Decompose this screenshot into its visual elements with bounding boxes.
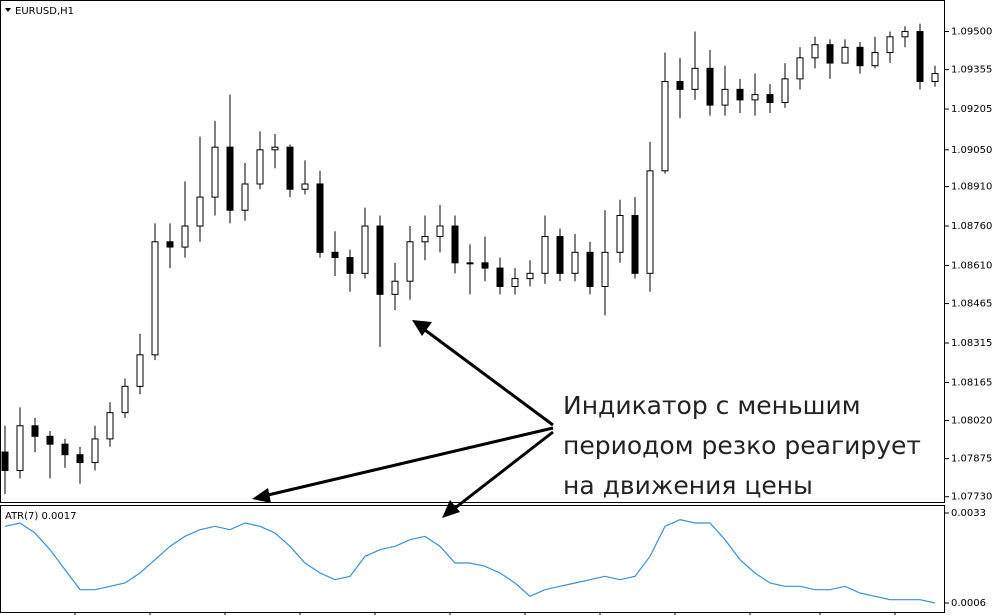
indicator-title: ATR(7) 0.0017 <box>5 511 76 522</box>
candle-body <box>796 57 804 80</box>
candle-body <box>181 225 189 248</box>
y-tick-label: 1.08760 <box>951 221 992 232</box>
candle-body <box>76 454 84 464</box>
candle-body <box>751 94 759 101</box>
candle-body <box>586 251 594 287</box>
candle-body <box>226 146 234 211</box>
candle-body <box>901 31 909 38</box>
candle-body <box>316 183 324 253</box>
y-tick-label: 1.08315 <box>951 338 992 349</box>
candle-body <box>631 215 639 274</box>
candle-body <box>241 183 249 211</box>
candle-body <box>196 196 204 227</box>
candle-body <box>346 257 354 274</box>
candle-body <box>691 67 699 90</box>
candle-body <box>511 278 519 287</box>
annotation-line: на движения цены <box>563 471 813 500</box>
candle-body <box>856 46 864 67</box>
candle-body <box>91 438 99 464</box>
candle-body <box>136 354 144 387</box>
y-tick-label: 1.09205 <box>951 104 992 115</box>
y-tick-label: 0.0006 <box>951 598 986 609</box>
indicator-line <box>4 519 936 604</box>
candle-body <box>376 225 384 295</box>
candle-body <box>526 272 534 280</box>
candle-body <box>421 236 429 243</box>
annotation-line: Индикатор с меньшим <box>563 391 861 420</box>
candle-body <box>886 36 894 54</box>
y-tick-label: 1.09355 <box>951 65 992 76</box>
candle-body <box>106 412 114 440</box>
candle-body <box>466 262 474 265</box>
candle-body <box>721 88 729 106</box>
candle-body <box>841 46 849 64</box>
y-tick-label: 1.07730 <box>951 492 992 503</box>
candle-body <box>166 241 174 248</box>
y-tick-label: 0.0033 <box>951 508 986 519</box>
candle-body <box>916 31 924 82</box>
candle-body <box>616 215 624 253</box>
candle-body <box>556 236 564 274</box>
candle-body <box>61 443 69 456</box>
plot: 1.09500 1.09355 1.09205 1.09050 1.08910 1.087… <box>1 23 992 609</box>
candle-body <box>211 146 219 198</box>
atr-panel-border <box>0 505 945 613</box>
candle-body <box>121 385 129 414</box>
candle-body <box>826 44 834 64</box>
candle-body <box>31 425 39 437</box>
candle-body <box>541 236 549 274</box>
candle-body <box>436 225 444 238</box>
candle-body <box>571 251 579 274</box>
candle-body <box>151 241 159 356</box>
candle-body <box>271 146 279 151</box>
candle-body <box>871 52 879 67</box>
y-tick-label: 1.09050 <box>951 145 992 156</box>
candle-body <box>451 225 459 264</box>
candle-body <box>496 267 504 287</box>
y-tick-label: 1.08465 <box>951 299 992 310</box>
candle-body <box>736 88 744 101</box>
chart-title: EURUSD,H1 <box>15 6 74 17</box>
candle-body <box>1 451 9 471</box>
y-tick-label: 1.08020 <box>951 416 992 427</box>
candle-body <box>931 73 939 82</box>
candle-body <box>331 251 339 259</box>
y-tick-label: 1.09500 <box>951 27 992 38</box>
candle-body <box>766 94 774 104</box>
y-tick-label: 1.08910 <box>951 182 992 193</box>
candle-body <box>391 280 399 295</box>
candle-body <box>781 78 789 104</box>
candle-body <box>46 435 54 445</box>
candle-body <box>706 67 714 106</box>
main-panel-border <box>0 0 945 503</box>
candle-body <box>601 251 609 287</box>
candle-body <box>406 241 414 282</box>
candle-body <box>676 80 684 90</box>
candle-body <box>301 183 309 190</box>
candle-body <box>811 44 819 59</box>
candle-body <box>661 80 669 172</box>
arrows <box>252 320 554 518</box>
y-tick-label: 1.07875 <box>951 454 992 465</box>
candle-body <box>256 149 264 185</box>
annotation-line: периодом резко реагирует <box>563 431 921 460</box>
candle-body <box>481 262 489 269</box>
candle-body <box>361 225 369 274</box>
annotation: Индикатор с меньшим периодом резко реаги… <box>252 320 921 518</box>
y-tick-label: 1.08165 <box>951 377 992 388</box>
symbol-menu-icon[interactable] <box>5 8 11 12</box>
candle-body <box>16 425 24 471</box>
candle-body <box>286 146 294 190</box>
candle-body <box>646 170 654 274</box>
y-tick-label: 1.08610 <box>951 260 992 271</box>
